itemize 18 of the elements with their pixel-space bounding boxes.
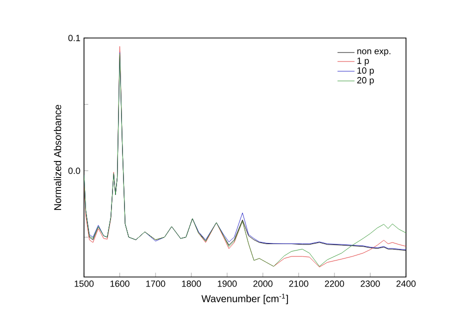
x-tick-label: 1600 [110, 280, 130, 287]
x-tick-label: 1700 [146, 280, 166, 287]
x-tick-label: 2200 [324, 280, 344, 287]
legend-label: 1 p [357, 58, 369, 66]
x-tick-label: 2400 [396, 280, 416, 287]
x-tick-label: 2100 [289, 280, 308, 287]
x-tick-label: 1500 [74, 280, 94, 287]
legend-label: 10 p [357, 67, 374, 76]
legend-label: non exp. [357, 49, 390, 56]
y-tick-label: 0.0 [68, 168, 80, 174]
x-axis-title: Wavenumber [cm$^{-1}$] [201, 294, 288, 304]
x-tick-label: 2000 [253, 280, 273, 287]
x-tick-label: 1800 [182, 280, 201, 287]
x-tick-label: 1900 [218, 280, 237, 287]
y-axis-title: Normalized Absorbance [54, 104, 62, 210]
x-tick-label: 2300 [360, 280, 380, 287]
y-tick-label: 0.1 [68, 34, 80, 42]
legend-label: 20 p [357, 77, 374, 86]
